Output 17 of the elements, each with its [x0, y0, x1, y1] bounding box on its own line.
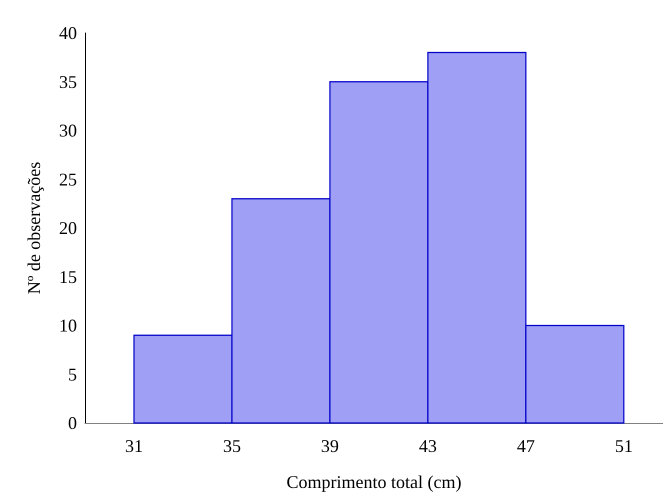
y-tick-label: 40 [59, 23, 77, 43]
x-tick-label: 31 [124, 436, 143, 456]
x-tick-label: 43 [418, 436, 437, 456]
x-axis-title: Comprimento total (cm) [286, 472, 462, 492]
x-tick-label: 39 [320, 436, 339, 456]
y-tick-label: 0 [68, 413, 77, 433]
y-tick-label: 5 [68, 364, 77, 384]
x-tick-label: 47 [516, 436, 535, 456]
y-tick-label: 15 [59, 266, 77, 287]
y-tick-label: 10 [59, 316, 77, 336]
x-tick-label: 51 [614, 436, 633, 456]
x-tick-label: 35 [222, 436, 241, 456]
y-tick-label: 35 [59, 72, 77, 92]
y-axis-title: Nº de observações [24, 162, 44, 294]
y-tick-label: 25 [59, 169, 77, 190]
y-tick-label: 30 [59, 120, 77, 140]
y-tick-label: 20 [59, 218, 77, 238]
